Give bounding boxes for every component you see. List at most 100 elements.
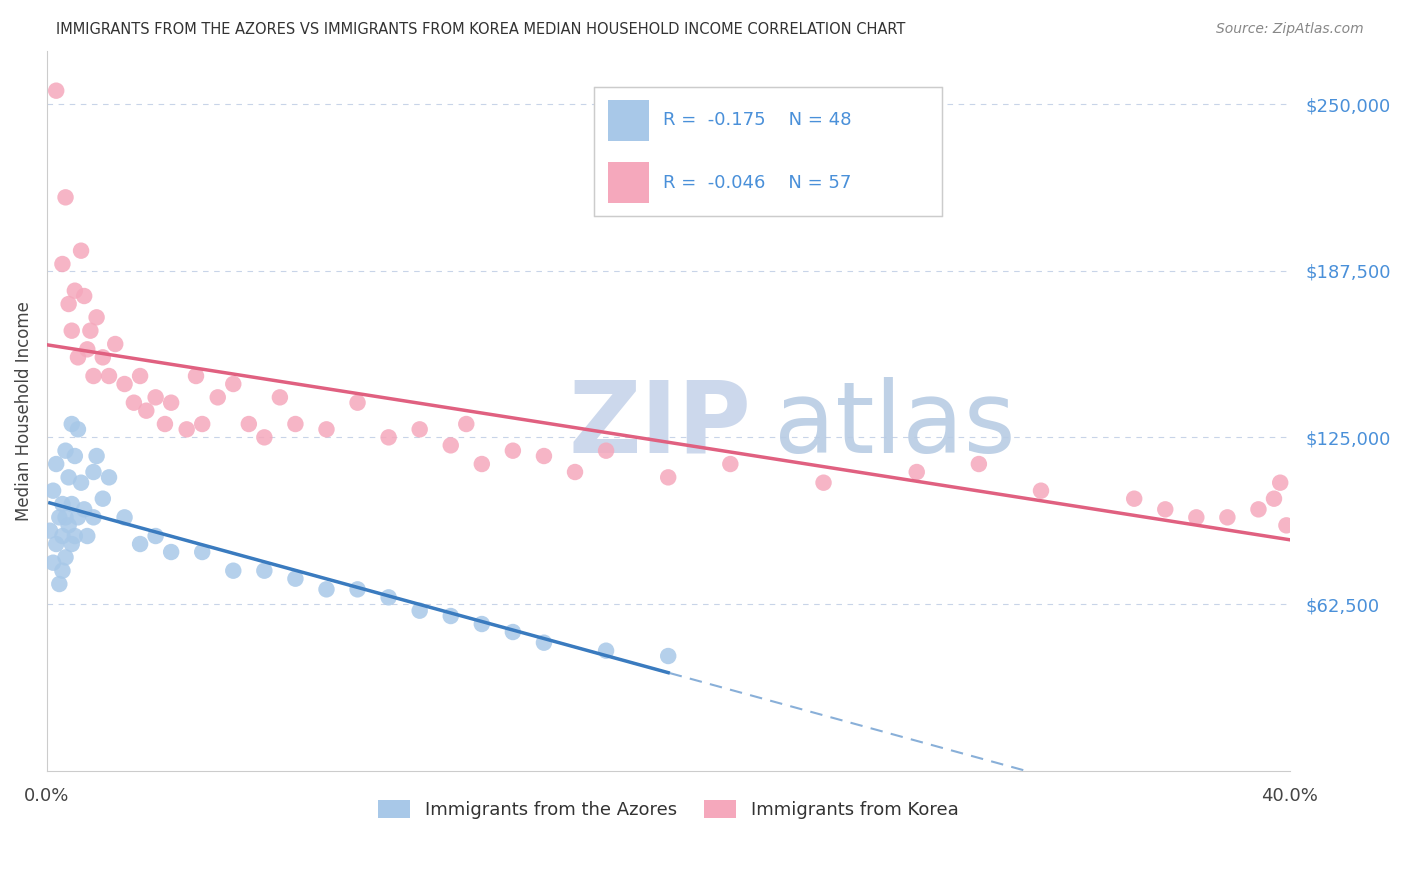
Point (153, 417, 176, 431)
Text: ZIP: ZIP (569, 376, 752, 474)
Point (76, 343, 98, 357)
Point (222, 377, 245, 392)
Point (60, 417, 83, 431)
Point (533, 636, 555, 650)
Point (160, 545, 183, 559)
Point (967, 457, 990, 471)
Legend: Immigrants from the Azores, Immigrants from Korea: Immigrants from the Azores, Immigrants f… (371, 793, 966, 827)
Point (98, 470, 121, 484)
Point (48, 510, 70, 524)
Point (66, 351, 89, 365)
Point (60, 497, 83, 511)
Point (86, 310, 108, 325)
Point (377, 430, 399, 444)
Point (1275, 518, 1298, 533)
Point (55, 190, 77, 204)
Point (79, 324, 101, 338)
Point (176, 422, 198, 436)
Point (456, 417, 478, 431)
Point (471, 617, 494, 632)
Point (51, 497, 73, 511)
Point (55, 550, 77, 565)
Text: atlas: atlas (773, 376, 1015, 474)
Point (86, 449, 108, 463)
Point (82, 510, 104, 524)
Point (1123, 491, 1146, 506)
Point (440, 438, 463, 452)
Point (39, 524, 62, 538)
Point (145, 529, 167, 543)
Point (63, 284, 86, 298)
Point (1154, 502, 1177, 516)
Y-axis label: Median Household Income: Median Household Income (15, 301, 32, 521)
Point (471, 457, 494, 471)
Point (135, 403, 157, 417)
Point (191, 417, 214, 431)
Point (533, 449, 555, 463)
Point (60, 324, 83, 338)
Point (1247, 502, 1270, 516)
Point (104, 337, 127, 351)
Point (408, 604, 430, 618)
Point (502, 625, 524, 640)
Point (284, 417, 307, 431)
Point (813, 475, 835, 490)
Point (55, 510, 77, 524)
Point (160, 395, 183, 409)
Point (1216, 510, 1239, 524)
Text: Source: ZipAtlas.com: Source: ZipAtlas.com (1216, 22, 1364, 37)
Point (253, 430, 276, 444)
Point (145, 390, 167, 404)
Point (346, 582, 368, 597)
Point (42, 483, 65, 498)
Point (63, 449, 86, 463)
Point (1263, 491, 1285, 506)
Point (76, 529, 98, 543)
Point (58, 297, 80, 311)
Point (129, 537, 152, 551)
Point (58, 518, 80, 533)
Point (269, 390, 291, 404)
Point (718, 457, 741, 471)
Point (70, 475, 93, 490)
Point (657, 470, 679, 484)
Point (502, 443, 524, 458)
Point (82, 465, 104, 479)
Point (114, 377, 136, 392)
Point (91, 491, 114, 506)
Point (408, 422, 430, 436)
Text: IMMIGRANTS FROM THE AZORES VS IMMIGRANTS FROM KOREA MEDIAN HOUSEHOLD INCOME CORR: IMMIGRANTS FROM THE AZORES VS IMMIGRANTS… (56, 22, 905, 37)
Point (51, 257, 73, 271)
Point (1270, 475, 1292, 490)
Point (284, 572, 307, 586)
Point (73, 289, 96, 303)
Point (98, 369, 121, 384)
Point (48, 577, 70, 591)
Point (207, 390, 229, 404)
Point (657, 648, 679, 663)
Point (253, 564, 276, 578)
Point (1185, 510, 1208, 524)
Point (114, 510, 136, 524)
Point (315, 422, 337, 436)
Point (346, 395, 368, 409)
Point (238, 417, 260, 431)
Point (66, 422, 89, 436)
Point (440, 609, 463, 624)
Point (45, 84, 67, 98)
Point (315, 582, 337, 597)
Point (905, 465, 928, 479)
Point (73, 502, 96, 516)
Point (377, 591, 399, 605)
Point (55, 443, 77, 458)
Point (45, 537, 67, 551)
Point (91, 351, 114, 365)
Point (1029, 483, 1052, 498)
Point (222, 564, 245, 578)
Point (51, 529, 73, 543)
Point (63, 529, 86, 543)
Point (122, 395, 145, 409)
Point (66, 510, 89, 524)
Point (51, 564, 73, 578)
Point (184, 369, 207, 384)
